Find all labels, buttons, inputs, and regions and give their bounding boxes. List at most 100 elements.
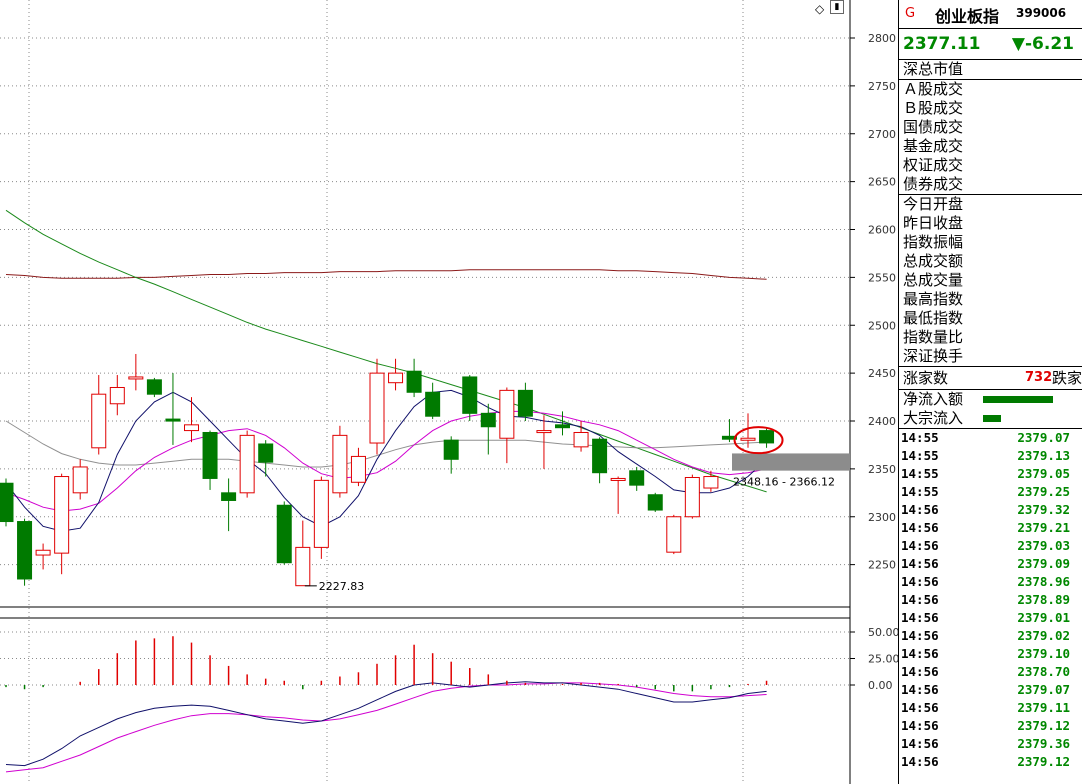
- price-tick-label: 2500: [868, 319, 896, 332]
- stat-label: 总成交额: [903, 252, 964, 270]
- tick-time: 14:56: [901, 520, 939, 535]
- price-tick-label: 2400: [868, 415, 896, 428]
- tick-row: 14:56 2378.70: [899, 663, 1082, 681]
- block-inflow-bar: [983, 415, 1001, 422]
- tick-price: 2379.02: [1017, 628, 1070, 643]
- stats-turnover: Ａ股成交 Ｂ股成交 国债成交 基金成交 权证成交 债券成交: [899, 80, 1082, 195]
- candle-up: [184, 424, 199, 432]
- candle-up: [313, 479, 329, 548]
- stat-label: 债券成交: [903, 175, 964, 193]
- tick-price: 2379.12: [1017, 718, 1070, 733]
- tick-row: 14:55 2379.25: [899, 483, 1082, 501]
- low-annotation: 2227.83: [319, 580, 365, 593]
- tick-time: 14:56: [901, 736, 939, 751]
- tick-price: 2379.11: [1017, 700, 1070, 715]
- tick-price: 2379.21: [1017, 520, 1070, 535]
- candle-up: [610, 477, 626, 481]
- tick-row: 14:56 2379.01: [899, 609, 1082, 627]
- index-code: 399006: [1016, 6, 1067, 20]
- price-tick-label: 2300: [868, 511, 896, 524]
- price-tick-label: 2700: [868, 128, 896, 141]
- candle-up: [666, 516, 682, 553]
- market-tag: G: [905, 6, 916, 21]
- advance-decline-row: 涨家数 732 跌家: [899, 367, 1082, 390]
- tick-row: 14:56 2379.10: [899, 645, 1082, 663]
- tick-price: 2379.12: [1017, 754, 1070, 769]
- candle-up: [388, 372, 404, 384]
- stat-label: 权证成交: [903, 156, 964, 174]
- candle-down: [0, 482, 14, 523]
- capital-flow: 净流入额 大宗流入: [899, 390, 1082, 429]
- dif-line: [5, 681, 767, 767]
- stats-index: 今日开盘 昨日收盘 指数振幅 总成交额 总成交量 最高指数 最低指数 指数量比 深证换手: [899, 195, 1082, 367]
- net-inflow-row: 净流入额: [903, 390, 1082, 409]
- candle-down: [462, 376, 478, 414]
- candle-down: [221, 492, 237, 501]
- price-tick-label: 2350: [868, 463, 896, 476]
- tick-row: 14:56 2379.36: [899, 735, 1082, 753]
- tick-price: 2379.05: [1017, 466, 1070, 481]
- tick-price: 2379.03: [1017, 538, 1070, 553]
- block-inflow-label: 大宗流入: [903, 409, 964, 427]
- tick-price: 2379.32: [1017, 502, 1070, 517]
- stat-label: 总成交量: [903, 271, 964, 289]
- decline-label: 跌家: [1052, 369, 1082, 387]
- macd-tick-label: 0.00: [868, 679, 893, 692]
- candle-down: [759, 430, 775, 444]
- candle-up: [91, 393, 107, 449]
- candle-down: [146, 379, 162, 395]
- ma250-line: [5, 269, 767, 280]
- candle-up: [573, 431, 589, 448]
- candle-up: [499, 389, 515, 439]
- stat-label: 深总市值: [903, 60, 964, 78]
- tick-row: 14:55 2379.05: [899, 465, 1082, 483]
- price-tick-label: 2800: [868, 32, 896, 45]
- tick-time: 14:56: [901, 700, 939, 715]
- price-tick-label: 2600: [868, 224, 896, 237]
- candle-down: [517, 389, 533, 417]
- candle-up: [369, 372, 385, 444]
- candle-down: [480, 412, 496, 428]
- stats-market-value: 深总市值: [899, 60, 1082, 80]
- tick-row: 14:56 2379.02: [899, 627, 1082, 645]
- range-annotation: 2348.16 - 2366.12: [733, 476, 835, 489]
- macd-tick-label: 25.00: [868, 653, 898, 666]
- ma60-line: [5, 209, 767, 493]
- tick-row: 14:56 2379.21: [899, 519, 1082, 537]
- candle-up: [109, 386, 125, 405]
- range-band: [732, 453, 850, 471]
- ma10-line: [5, 410, 767, 512]
- advance-label: 涨家数: [903, 369, 949, 387]
- candle-down: [721, 435, 737, 440]
- tick-time: 14:55: [901, 448, 939, 463]
- price-change: ▼-6.21: [1011, 34, 1074, 54]
- candle-up: [295, 546, 311, 587]
- chart-options-icon[interactable]: ◇: [815, 2, 825, 16]
- candle-up: [703, 476, 719, 489]
- tick-list[interactable]: 14:55 2379.07 14:55 2379.13 14:55 2379.05 14:5…: [899, 429, 1082, 771]
- quote-row: 2377.11 ▼-6.21: [899, 29, 1082, 60]
- tick-time: 14:55: [901, 466, 939, 481]
- ma20-line: [5, 420, 767, 468]
- tick-price: 2379.25: [1017, 484, 1070, 499]
- highlight-circle: [733, 426, 784, 455]
- stat-label: 基金成交: [903, 137, 964, 155]
- tick-row: 14:56 2379.09: [899, 555, 1082, 573]
- tick-row: 14:56 2379.11: [899, 699, 1082, 717]
- net-inflow-bar: [983, 396, 1053, 403]
- chart-panel-toggle-icon[interactable]: ▮: [830, 0, 844, 14]
- stat-label: 最高指数: [903, 290, 964, 308]
- candle-down: [443, 439, 459, 460]
- kline-chart-area[interactable]: 2800 2750 2700 2650 2600 2550 2500 2450 2400 2350…: [0, 0, 898, 784]
- tick-price: 2379.13: [1017, 448, 1070, 463]
- candle-up: [72, 466, 88, 494]
- tick-time: 14:56: [901, 664, 939, 679]
- price-tick-label: 2750: [868, 80, 896, 93]
- ma5-line: [5, 389, 767, 532]
- dea-line: [5, 682, 767, 773]
- kline-chart[interactable]: 2800 2750 2700 2650 2600 2550 2500 2450 2400 2350…: [0, 0, 898, 784]
- stat-label: Ｂ股成交: [903, 99, 964, 117]
- candle-down: [406, 370, 422, 393]
- tick-time: 14:56: [901, 682, 939, 697]
- candle-down: [202, 431, 218, 479]
